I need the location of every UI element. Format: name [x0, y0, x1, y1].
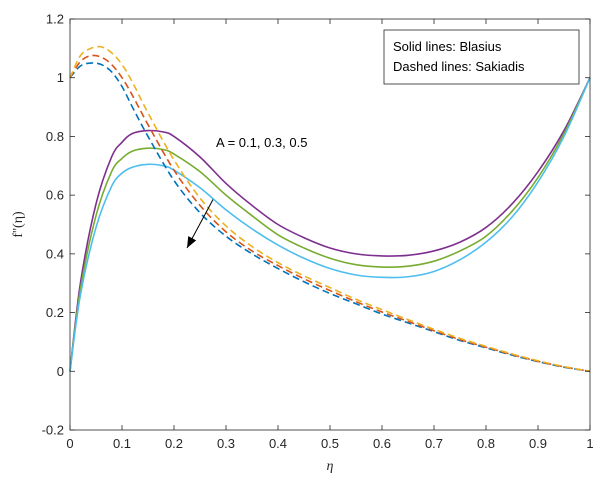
series-layer — [69, 45, 591, 373]
x-tick-label: 0.9 — [529, 436, 547, 451]
legend-entry-1: Solid lines: Blasius — [393, 39, 502, 54]
y-tick-label: 0.6 — [46, 188, 64, 203]
y-tick-label: 0.4 — [46, 246, 64, 261]
x-tick-label: 0.7 — [425, 436, 443, 451]
x-tick-label: 0.8 — [477, 436, 495, 451]
y-tick-label: 1.2 — [46, 12, 64, 27]
y-tick-label: -0.2 — [42, 423, 64, 438]
series-line-2-solid — [69, 77, 591, 372]
x-axis-label: η — [327, 459, 334, 474]
y-tick-label: 0 — [57, 364, 64, 379]
y-axis-label: f''(η) — [11, 211, 26, 238]
x-tick-label: 0.4 — [269, 436, 287, 451]
series-line-6-dashed — [69, 45, 591, 373]
x-tick-label: 0 — [66, 436, 73, 451]
series-line-1-solid — [69, 77, 591, 372]
annotation-layer: A = 0.1, 0.3, 0.5 — [186, 135, 307, 249]
legend: Solid lines: Blasius Dashed lines: Sakiad… — [383, 29, 580, 85]
legend-box — [383, 29, 580, 85]
series-line-3-solid — [69, 77, 591, 372]
y-tick-label: 1 — [57, 70, 64, 85]
x-tick-label: 0.1 — [113, 436, 131, 451]
series-line-5-dashed — [69, 54, 591, 373]
plot-background — [70, 19, 590, 430]
x-tick-label: 0.2 — [165, 436, 183, 451]
annotation-text: A = 0.1, 0.3, 0.5 — [216, 135, 307, 150]
x-tick-label: 0.5 — [321, 436, 339, 451]
y-tick-label: 0.2 — [46, 305, 64, 320]
plot-area — [70, 19, 590, 430]
x-tick-label: 0.6 — [373, 436, 391, 451]
x-tick-label: 1 — [586, 436, 593, 451]
axes-layer: 0 0.1 0.2 0.3 0.4 0.5 0.6 0.7 0.8 0.9 1-0.200.20.4… — [11, 12, 594, 475]
y-tick-label: 0.8 — [46, 129, 64, 144]
x-tick-label: 0.3 — [217, 436, 235, 451]
series-line-4-dashed — [69, 62, 591, 373]
legend-entry-2: Dashed lines: Sakiadis — [393, 59, 525, 74]
annotation-arrow-head — [187, 236, 197, 248]
